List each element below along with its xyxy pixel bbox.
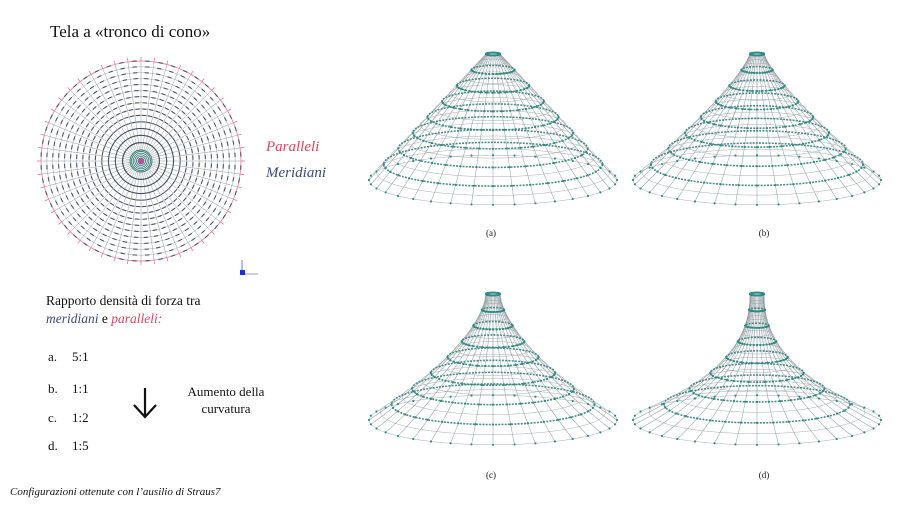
cone-mesh (631, 291, 883, 446)
option-value: 1:5 (72, 438, 89, 453)
mesh-panel-b (631, 51, 883, 206)
ratio-heading: Rapporto densità di forza tra meridiani … (46, 292, 200, 328)
ratio-meridiani: meridiani (46, 311, 99, 326)
cone-mesh (631, 51, 883, 206)
axis-icon (240, 260, 258, 275)
ratio-paralleli: paralleli (111, 311, 158, 326)
curvature-label: Aumento della curvatura (187, 384, 265, 416)
ratio-conj: e (98, 311, 112, 326)
plan-mesh (37, 57, 245, 265)
ratio-colon: : (157, 311, 163, 326)
option-key: c. (48, 410, 58, 425)
option-value: 5:1 (72, 349, 89, 364)
option-value: 1:1 (72, 381, 89, 396)
option-c: c. 1:2 (48, 410, 89, 426)
option-a: a. 5:1 (48, 349, 89, 365)
option-key: a. (48, 349, 58, 364)
panel-label-c: (c) (486, 470, 496, 480)
mesh-panel-c (367, 291, 619, 446)
legend-paralleli: Paralleli (266, 139, 320, 155)
mesh-panel-a (367, 51, 619, 206)
option-value: 1:2 (72, 410, 89, 425)
option-b: b. 1:1 (48, 381, 89, 397)
plan-view-diagram (37, 57, 245, 265)
page-title: Tela a «tronco di cono» (50, 22, 211, 41)
option-key: d. (48, 438, 58, 453)
mesh-panel-d (631, 291, 883, 446)
cone-mesh (367, 51, 619, 206)
caption: Configurazioni ottenute con l’ausilio di… (10, 486, 221, 498)
legend-meridiani: Meridiani (266, 165, 326, 181)
cone-mesh (367, 291, 619, 446)
panel-label-d: (d) (758, 470, 770, 480)
ratio-heading-text: Rapporto densità di forza tra (46, 293, 201, 308)
arrow-down-icon (133, 388, 157, 419)
option-d: d. 1:5 (48, 438, 89, 454)
panel-label-a: (a) (486, 228, 496, 238)
panel-label-b: (b) (758, 228, 770, 238)
option-key: b. (48, 381, 58, 396)
